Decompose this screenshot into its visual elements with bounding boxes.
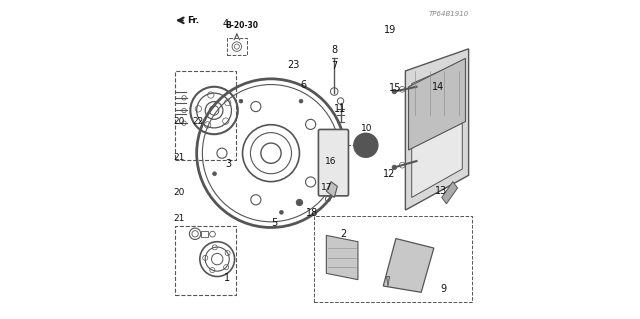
Text: 10: 10 (361, 124, 372, 133)
Text: 12: 12 (383, 169, 396, 179)
Circle shape (299, 99, 303, 103)
Text: 17: 17 (321, 183, 333, 192)
Polygon shape (412, 62, 462, 197)
Text: 22: 22 (193, 117, 204, 126)
Polygon shape (387, 277, 390, 286)
Text: B-20-30: B-20-30 (225, 21, 258, 30)
Text: 5: 5 (271, 218, 277, 228)
Text: 3: 3 (225, 159, 231, 169)
Text: 4: 4 (222, 19, 228, 28)
Text: 21: 21 (173, 153, 185, 162)
Text: TP64B1910: TP64B1910 (428, 11, 468, 17)
Text: 9: 9 (440, 284, 446, 294)
Text: 6: 6 (300, 80, 307, 90)
FancyBboxPatch shape (319, 130, 348, 196)
Polygon shape (442, 182, 458, 204)
Circle shape (392, 89, 397, 94)
Polygon shape (383, 239, 434, 292)
Circle shape (212, 172, 216, 176)
Text: 11: 11 (334, 104, 346, 114)
Polygon shape (326, 182, 337, 197)
Circle shape (356, 136, 375, 155)
Text: 15: 15 (388, 83, 401, 93)
Text: 13: 13 (435, 186, 447, 196)
Text: 23: 23 (287, 60, 300, 70)
Text: 19: 19 (385, 25, 397, 35)
Text: 7: 7 (331, 61, 337, 71)
Circle shape (392, 165, 397, 170)
Text: 20: 20 (173, 188, 185, 197)
Text: 1: 1 (223, 273, 230, 283)
Bar (202, 231, 209, 237)
Text: 8: 8 (331, 45, 337, 56)
Text: 2: 2 (340, 229, 347, 239)
Circle shape (296, 199, 303, 206)
Circle shape (354, 133, 378, 157)
Polygon shape (405, 49, 468, 210)
Polygon shape (326, 235, 358, 280)
Text: 21: 21 (173, 213, 185, 222)
Text: 14: 14 (432, 82, 444, 92)
Text: 16: 16 (325, 157, 337, 166)
Text: 18: 18 (306, 208, 318, 218)
Text: 20: 20 (173, 117, 185, 126)
Circle shape (239, 99, 243, 103)
Polygon shape (408, 58, 465, 150)
Circle shape (280, 211, 284, 214)
Text: Fr.: Fr. (187, 16, 199, 25)
